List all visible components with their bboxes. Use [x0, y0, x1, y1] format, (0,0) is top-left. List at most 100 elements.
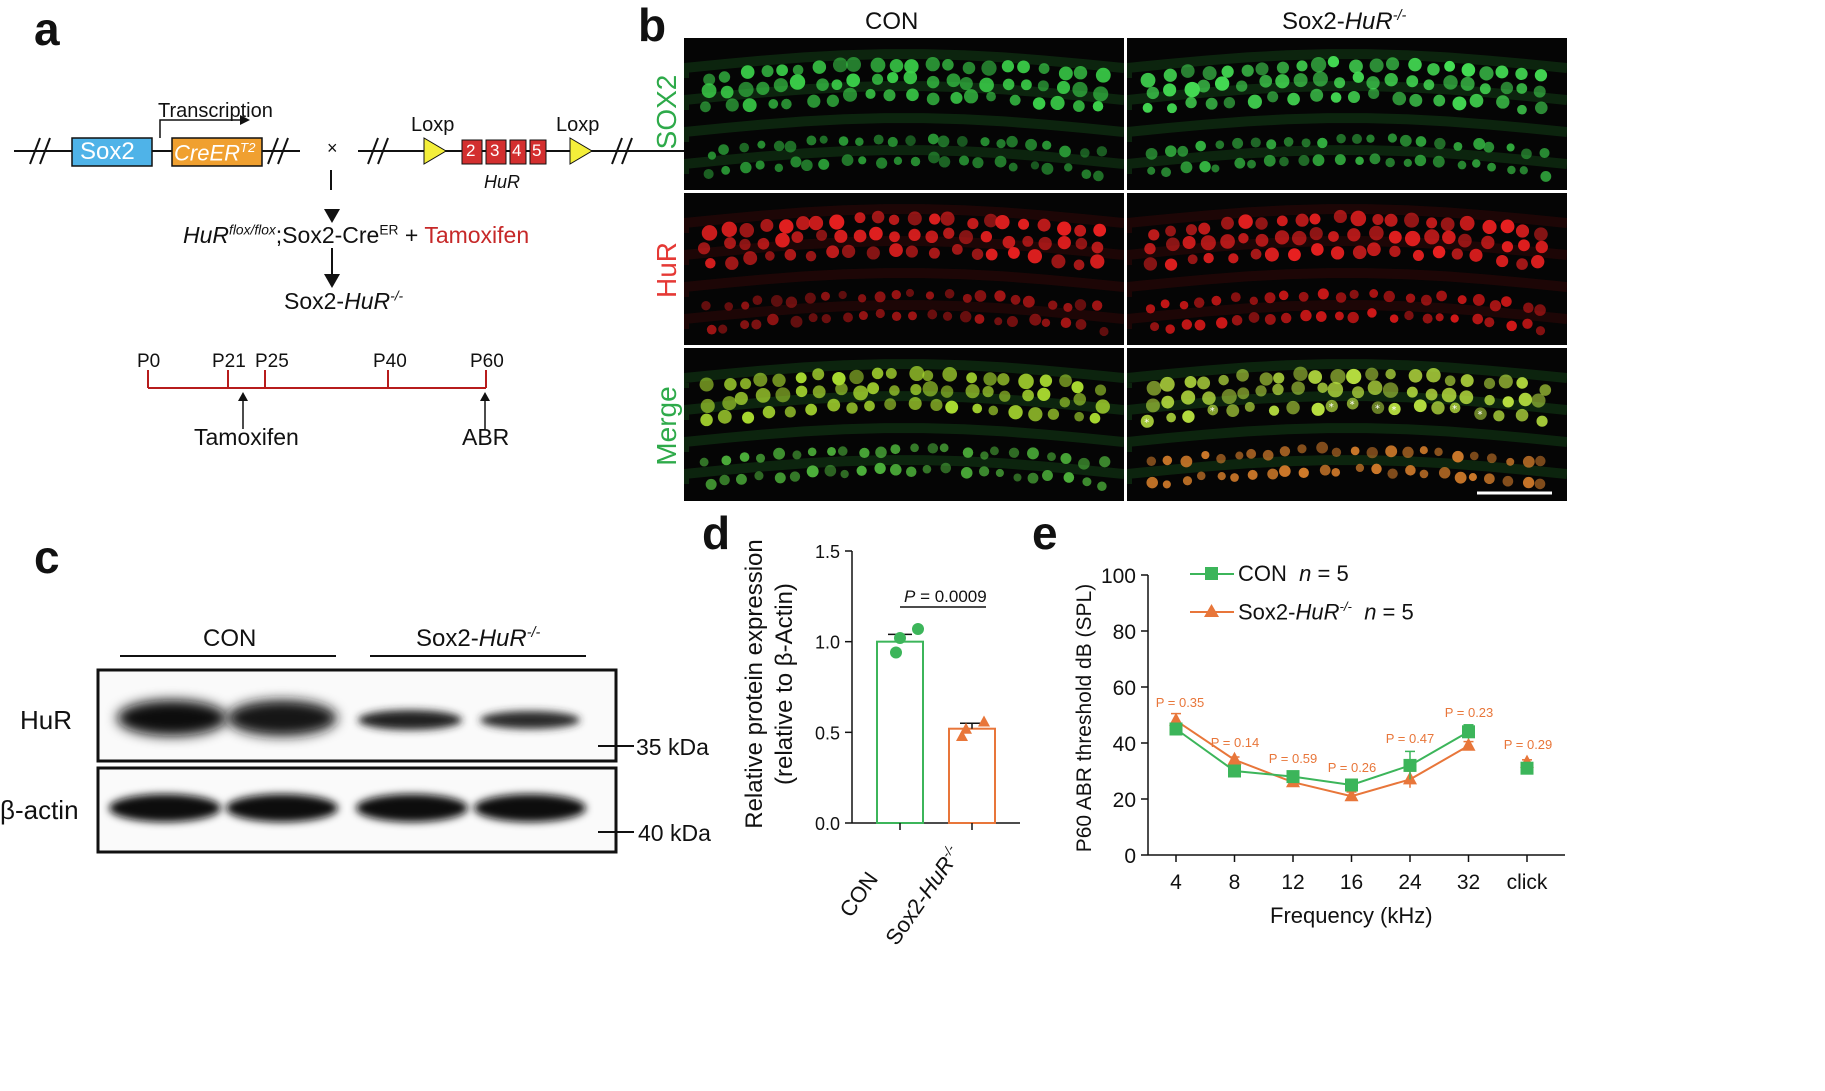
line-chart-xtick-label: 12: [1281, 871, 1304, 894]
bar-chart-pvalue: P = 0.0009: [904, 587, 987, 606]
hur-gene-label: HuR: [484, 172, 521, 192]
series-point-ko: [1227, 751, 1242, 765]
pvalue-label: P = 0.47: [1386, 731, 1435, 746]
loxp-left-label: Loxp: [411, 114, 455, 136]
bar-point: [894, 632, 906, 645]
genotype-line: HuRflox/flox;Sox2-CreER + Tamoxifen: [183, 222, 530, 248]
western-blot: [96, 655, 634, 854]
panel-letter-b: b: [638, 0, 667, 51]
series-point-con: [1286, 770, 1300, 784]
micrograph-sox2-con: [684, 38, 1124, 190]
loxp-right-label: Loxp: [556, 114, 600, 136]
timeline-p0: P0: [137, 351, 161, 372]
micrograph-hur-ko: [1127, 193, 1567, 345]
bar-point: [956, 729, 968, 741]
line-chart-xtick-label: 16: [1340, 871, 1363, 894]
line-chart-ytick-label: 60: [1113, 677, 1136, 700]
tamoxifen-timepoint-label: Tamoxifen: [194, 424, 299, 450]
cross-symbol: ×: [327, 138, 338, 158]
timeline-p21: P21: [212, 351, 246, 372]
series-point-ko: [1344, 788, 1359, 802]
blot-row-hur: HuR: [20, 705, 73, 735]
transcription-label: Transcription: [158, 100, 273, 122]
series-point-ko: [1169, 712, 1183, 726]
bar-chart-ytick-label: 1.5: [815, 542, 840, 562]
timeline-p40: P40: [373, 351, 407, 372]
panel-letter-a: a: [34, 3, 60, 55]
line-chart-xtick-label: 8: [1229, 871, 1241, 894]
series-point-con: [1345, 778, 1358, 792]
pvalue-label: P = 0.26: [1328, 760, 1377, 775]
panel-letter-d: d: [702, 507, 731, 559]
timeline-p60: P60: [470, 351, 504, 372]
panel-letter-e: e: [1032, 507, 1058, 559]
line-chart-xlabel: Frequency (kHz): [1270, 903, 1433, 928]
exon-4: 4: [512, 141, 522, 160]
exon-3: 3: [490, 141, 500, 160]
micrograph-merge-ko: * * * * * * * *: [1127, 348, 1567, 501]
row-label-hur: HuR: [651, 242, 682, 299]
micrograph-merge-con: [684, 348, 1124, 501]
bar-chart-ytick-label: 1.0: [815, 633, 840, 653]
construct-diagram: [14, 115, 700, 190]
series-point-ko: [1461, 737, 1476, 751]
svg-text:*: *: [1329, 402, 1334, 413]
bar-chart-ytick-label: 0.0: [815, 814, 840, 834]
creer-gene-label: CreERT2: [174, 140, 256, 166]
svg-text:*: *: [1350, 400, 1355, 411]
line-chart-ytick-label: 40: [1113, 733, 1136, 756]
svg-text:*: *: [1392, 405, 1397, 416]
exon-2: 2: [466, 141, 476, 160]
blot-header-con: CON: [203, 625, 257, 652]
legend-ko: Sox2-HuR-/- n = 5: [1238, 599, 1414, 625]
bar-chart: 0.0 0.5 1.0 1.5: [815, 542, 1020, 834]
timeline-p25: P25: [255, 351, 289, 372]
bar-point: [912, 622, 924, 635]
series-point-con: [1462, 725, 1475, 739]
series-point-con: [1403, 758, 1417, 772]
bar-point: [978, 715, 990, 727]
bar-chart-ylabel-1: Relative protein expression: [741, 539, 768, 829]
series-point-con: [1228, 764, 1241, 778]
marker-35kda: 35 kDa: [636, 734, 709, 760]
micrograph-hur-con: [684, 193, 1124, 345]
column-header-ko: Sox2-HuR-/-: [1282, 8, 1407, 35]
svg-text:*: *: [1478, 410, 1483, 421]
bar-chart-ytick-label: 0.5: [815, 723, 840, 743]
series-line-0: [1175, 728, 1469, 787]
line-chart: 0 20 40 60 80 100 4 8 12 16 24 32 click P = 0.35 P = 0…: [1101, 565, 1565, 894]
exon-5: 5: [532, 141, 542, 160]
row-label-merge: Merge: [651, 386, 682, 466]
svg-text:*: *: [1210, 406, 1215, 417]
line-chart-ytick-label: 0: [1124, 845, 1136, 868]
row-label-sox2: SOX2: [651, 74, 682, 150]
pvalue-label: P = 0.59: [1269, 751, 1318, 766]
legend-con: CON n = 5: [1238, 561, 1349, 586]
timeline: [147, 370, 490, 429]
bar-0: [876, 640, 924, 824]
arrow-down-icon-2: [324, 248, 340, 288]
line-chart-xtick-label: 24: [1398, 871, 1422, 894]
series-line-1: [1175, 719, 1469, 798]
series-point-con: [1169, 722, 1183, 736]
blot-header-ko: Sox2-HuR-/-: [416, 625, 541, 652]
arrow-down-icon: [324, 209, 340, 223]
marker-40kda: 40 kDa: [638, 820, 711, 846]
line-chart-ytick-label: 20: [1113, 789, 1136, 812]
pvalue-label: P = 0.29: [1504, 737, 1553, 752]
pvalue-label: P = 0.35: [1156, 695, 1205, 710]
bar-chart-ylabel-2: (relative to β-Actin): [771, 583, 798, 785]
line-chart-xtick-label: click: [1507, 871, 1548, 894]
svg-text:*: *: [1375, 404, 1380, 415]
bar-point: [890, 646, 902, 659]
legend-markers: [1190, 567, 1234, 617]
pvalue-label: P = 0.23: [1445, 705, 1494, 720]
pvalue-label: P = 0.14: [1211, 735, 1260, 750]
svg-text:*: *: [1144, 417, 1149, 428]
series-point-con: [1520, 761, 1534, 775]
line-chart-ytick-label: 100: [1101, 565, 1136, 588]
micrograph-sox2-ko: [1127, 38, 1567, 190]
blot-row-actin: β-actin: [0, 795, 79, 825]
sox2-gene-label: Sox2: [80, 138, 135, 165]
abr-timepoint-label: ABR: [462, 424, 510, 450]
